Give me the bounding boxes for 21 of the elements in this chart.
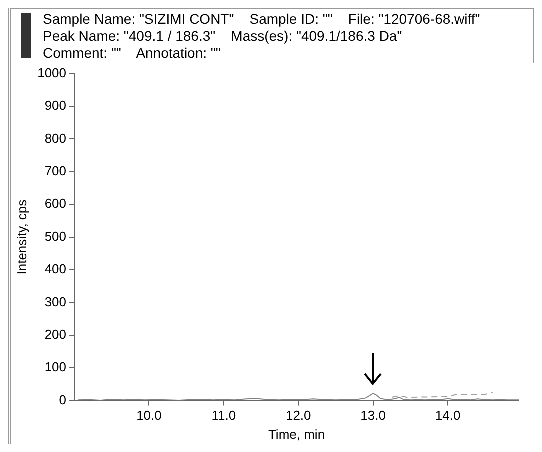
x-tick-label: 13.0 (360, 408, 386, 424)
y-tick-label: 600 (44, 196, 67, 212)
x-tick-label: 12.0 (286, 408, 312, 424)
y-tick-label: 1000 (38, 65, 67, 80)
x-axis-title: Time, min (268, 426, 326, 442)
y-axis-title: Intensity, cps (14, 199, 30, 275)
x-tick-label: 14.0 (435, 408, 461, 424)
y-tick-label: 900 (44, 98, 67, 114)
x-tick-label: 10.0 (136, 408, 162, 424)
y-tick-label: 400 (44, 262, 67, 277)
y-tick-label: 300 (44, 294, 67, 310)
text: Sample Name: "SIZIMI CONT" Sample ID: "" File: "120706-68.wiff" (43, 11, 482, 28)
text: Peak Name: "409.1 / 186.3" Mass(es): "409.1/186.3 Da" (43, 28, 404, 45)
y-tick-label: 100 (44, 360, 67, 375)
y-tick-label: 0 (59, 392, 67, 408)
y-tick-label: 800 (44, 130, 67, 146)
x-tick-label: 11.0 (212, 408, 236, 424)
y-tick-label: 200 (44, 326, 67, 342)
text: Comment: "" Annotation: "" (43, 45, 222, 62)
y-tick-label: 700 (44, 163, 67, 178)
y-tick-label: 500 (44, 228, 67, 244)
